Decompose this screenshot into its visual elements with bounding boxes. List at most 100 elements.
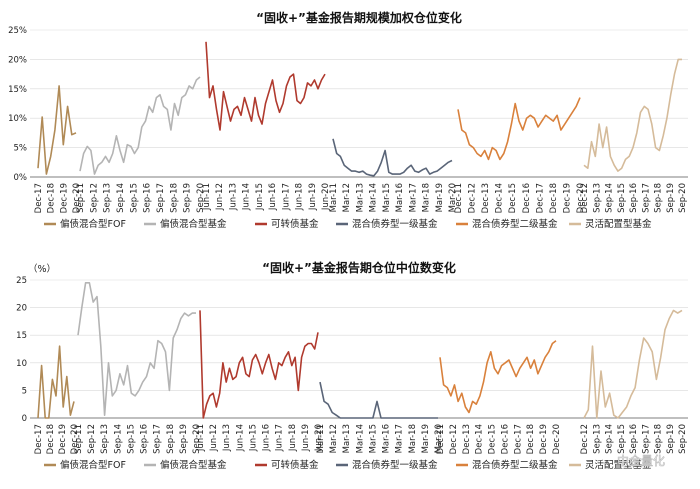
x-tick-label: Sep-16 (629, 183, 639, 213)
legend-label: 混合债券型一级基金 (352, 459, 438, 471)
legend-label: 偏债混合型基金 (160, 459, 227, 471)
x-tick-label: Dec-14 (475, 424, 485, 454)
x-tick-label: Dec-19 (58, 424, 68, 454)
series-line-3 (205, 41, 326, 131)
x-tick-label: Sep-20 (678, 183, 688, 213)
x-tick-label: Mar-12 (342, 183, 352, 212)
y-tick-label: 10% (8, 114, 27, 124)
legend-label: 偏债混合型FOF (60, 459, 126, 471)
x-tick-label: Sep-15 (617, 424, 627, 454)
x-tick-label: Sep-14 (113, 424, 123, 454)
x-tick-label: Sep-14 (605, 424, 615, 454)
x-tick-label: Sep-18 (654, 424, 664, 454)
legend-label: 混合债券型二级基金 (472, 459, 558, 471)
x-tick-label: Sep-20 (196, 183, 206, 213)
x-tick-label: Jun-16 (268, 183, 278, 211)
series-line-5 (439, 340, 557, 414)
y-tick-label: 15% (8, 85, 27, 95)
x-tick-label: Sep-14 (116, 183, 126, 213)
y-tick-label: 10 (16, 359, 27, 369)
y-tick-label: 25% (8, 26, 27, 36)
series-line-4 (332, 138, 453, 177)
x-tick-label: Sep-15 (129, 183, 139, 213)
x-tick-label: Jun-15 (248, 424, 258, 452)
legend-label: 混合债券型一级基金 (352, 218, 438, 230)
x-tick-label: Sep-17 (156, 183, 166, 213)
x-tick-label: Mar-19 (435, 183, 445, 212)
x-tick-label: Dec-12 (580, 183, 590, 213)
series-line-4 (319, 381, 438, 419)
x-tick-label: Sep-20 (192, 424, 202, 454)
x-tick-label: Dec-20 (576, 183, 586, 213)
x-tick-label: Jun-12 (215, 183, 225, 211)
x-tick-label: Dec-15 (508, 183, 518, 213)
series-line-2 (79, 76, 201, 175)
x-tick-label: Mar-11 (329, 183, 339, 212)
x-tick-label: Dec-19 (59, 183, 69, 213)
x-tick-label: Sep-16 (143, 183, 153, 213)
y-tick-label: 25 (16, 276, 27, 286)
x-tick-label: Jun-13 (228, 183, 238, 211)
x-tick-label: Jun-17 (275, 424, 285, 452)
x-tick-label: Sep-18 (654, 183, 664, 213)
x-tick-label: Dec-15 (488, 424, 498, 454)
x-tick-label: Sep-13 (103, 183, 113, 213)
chart-title: “固收+”基金报告期仓位中位数变化 (262, 260, 456, 275)
x-tick-label: Sep-20 (678, 424, 688, 454)
y-tick-label: 15 (16, 331, 27, 341)
x-tick-label: Dec-13 (462, 424, 472, 454)
series-line-6 (583, 309, 683, 419)
x-tick-label: Sep-19 (183, 183, 193, 213)
x-tick-label: Jun-14 (242, 183, 252, 211)
x-tick-label: Sep-17 (153, 424, 163, 454)
x-tick-label: Jun-19 (308, 183, 318, 211)
x-tick-label: Mar-15 (368, 424, 378, 453)
x-tick-label: Dec-18 (549, 183, 559, 213)
legend-label: 灵活配置型基金 (585, 218, 652, 230)
x-tick-label: Jun-20 (321, 183, 331, 211)
x-tick-label: Sep-15 (617, 183, 627, 213)
x-tick-label: Dec-19 (539, 424, 549, 454)
legend-label: 偏债混合型基金 (160, 218, 227, 230)
x-tick-label: Sep-11 (76, 183, 86, 213)
x-tick-label: Mar-13 (355, 183, 365, 212)
x-tick-label: Dec-14 (495, 183, 505, 213)
x-tick-label: Jun-15 (255, 183, 265, 211)
y-tick-label: 20 (16, 304, 27, 314)
x-tick-label: Jun-12 (209, 424, 219, 452)
y-tick-label: 20% (8, 55, 27, 65)
legend-label: 灵活配置型基金 (585, 459, 652, 471)
x-tick-label: Dec-18 (526, 424, 536, 454)
x-tick-label: Jun-19 (301, 424, 311, 452)
y-tick-label: 5 (22, 386, 27, 396)
x-tick-label: Sep-13 (100, 424, 110, 454)
x-tick-label: Mar-13 (342, 424, 352, 453)
x-tick-label: Dec-12 (449, 424, 459, 454)
x-tick-label: Sep-12 (89, 183, 99, 213)
x-tick-label: Jun-18 (295, 183, 305, 211)
series-line-6 (583, 58, 682, 172)
x-tick-label: Mar-17 (408, 183, 418, 212)
x-tick-label: Dec-12 (580, 424, 590, 454)
x-tick-label: Jun-18 (288, 424, 298, 452)
x-tick-label: Sep-15 (126, 424, 136, 454)
x-tick-label: Mar-18 (422, 183, 432, 212)
x-tick-label: Jun-17 (281, 183, 291, 211)
x-tick-label: Mar-15 (382, 183, 392, 212)
x-tick-label: Dec-13 (481, 183, 491, 213)
x-tick-label: Mar-14 (369, 183, 379, 212)
legend-label: 偏债混合型FOF (60, 218, 126, 230)
x-tick-label: Mar-18 (408, 424, 418, 453)
x-tick-label: Dec-16 (500, 424, 510, 454)
x-tick-label: Dec-11 (436, 424, 446, 454)
x-tick-label: Mar-20 (434, 424, 444, 453)
y-tick-label: 0 (22, 414, 27, 424)
watermark-text: 中金量化 (617, 453, 665, 468)
y-tick-label: 5% (14, 144, 28, 154)
series-line-1 (37, 85, 77, 175)
x-tick-label: Jun-11 (202, 183, 212, 211)
x-tick-label: Sep-11 (74, 424, 84, 454)
x-tick-label: Sep-19 (666, 424, 676, 454)
